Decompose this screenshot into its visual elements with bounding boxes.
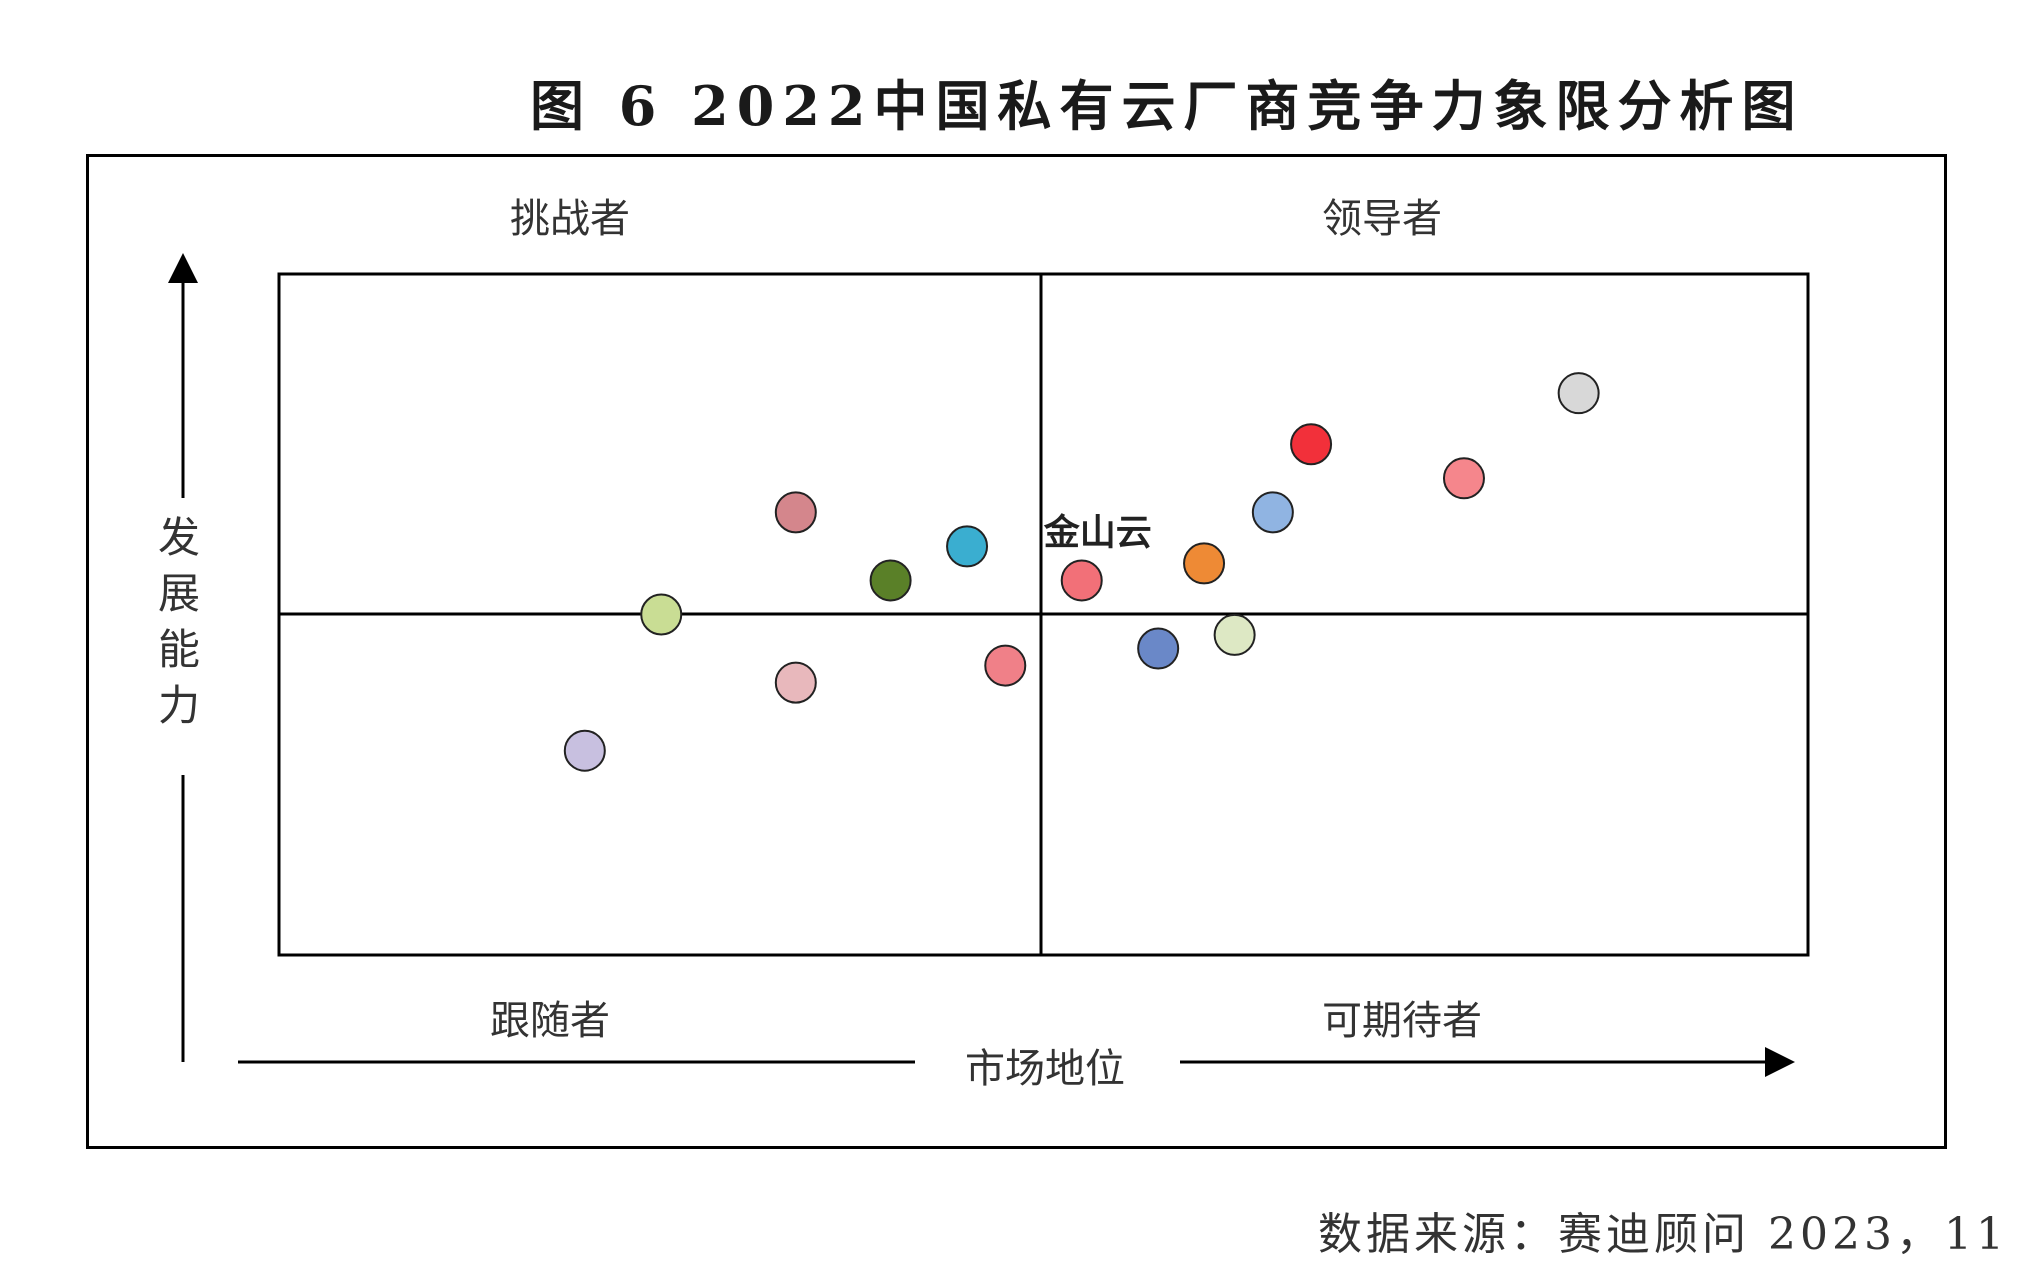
data-point [1251, 491, 1294, 534]
quadrant-label-top-left: 挑战者 [510, 196, 630, 242]
y-axis-label-char: 能 [158, 625, 201, 674]
x-axis-label: 市场地位 [965, 1046, 1125, 1092]
data-point [869, 559, 912, 602]
chart-title: 图 6 2022中国私有云厂商竞争力象限分析图 [530, 74, 1804, 138]
y-axis-label: 发展能力 [158, 510, 200, 734]
y-axis-label-char: 展 [158, 569, 201, 618]
data-point [1442, 457, 1485, 500]
data-point [563, 729, 606, 772]
quadrant-label-top-right: 领导者 [1322, 196, 1442, 242]
data-point [946, 525, 989, 568]
y-axis-label-char: 发 [158, 513, 201, 562]
data-point [1060, 559, 1103, 602]
chart-frame [86, 154, 1947, 1149]
data-point [774, 491, 817, 534]
quadrant-label-bottom-left: 跟随者 [490, 998, 610, 1044]
data-point [1137, 627, 1180, 670]
y-axis-label-char: 力 [158, 681, 201, 730]
quadrant-label-bottom-right: 可期待者 [1322, 998, 1482, 1044]
data-point [774, 661, 817, 704]
data-point-label: 金山云 [1043, 511, 1152, 553]
data-point [1557, 372, 1600, 415]
data-point [1213, 613, 1256, 656]
data-source: 数据来源：赛迪顾问 2023，11 [1318, 1209, 2008, 1260]
plot-area [277, 272, 1810, 957]
data-points: 金山云 [563, 372, 1600, 772]
data-point [1183, 542, 1226, 585]
data-point [984, 644, 1027, 687]
data-point [640, 593, 683, 636]
data-point [1290, 423, 1333, 466]
axes [168, 253, 1795, 1077]
